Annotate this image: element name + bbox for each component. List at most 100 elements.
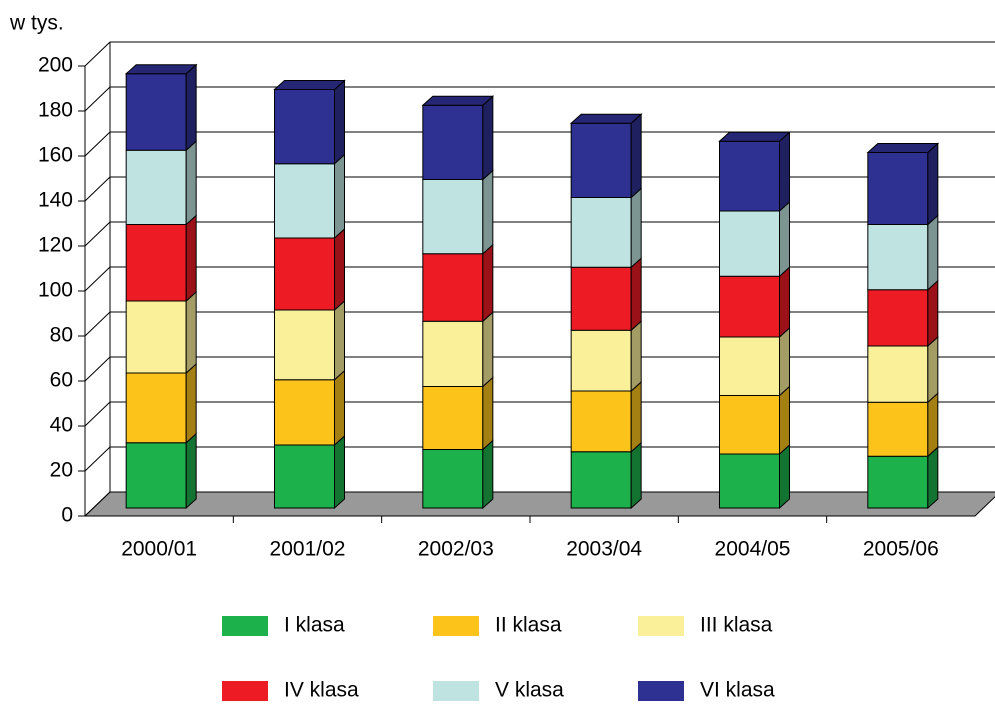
bar-side: [927, 392, 939, 458]
bar-side: [630, 441, 642, 510]
bar: [867, 401, 929, 457]
legend-label: IV klasa: [284, 679, 359, 702]
bar: [125, 149, 187, 225]
bar-side: [630, 257, 642, 332]
bar-side: [630, 187, 642, 269]
bar-side: [185, 362, 197, 444]
grid-line: [84, 401, 111, 427]
bar: [125, 300, 187, 374]
y-tick-label: 200: [38, 54, 73, 77]
legend-label: II klasa: [495, 614, 562, 637]
bar: [719, 336, 780, 396]
bar-side: [482, 243, 494, 323]
y-tick-label: 100: [38, 279, 73, 302]
bar-side: [185, 140, 197, 226]
x-tick-label: 2001/02: [270, 538, 346, 561]
y-tick-label: 60: [50, 369, 73, 392]
x-tick-label: 2003/04: [566, 538, 642, 561]
bar-top: [421, 95, 495, 106]
bar: [570, 266, 632, 331]
bar-side: [185, 63, 197, 152]
bar: [422, 320, 484, 387]
grid-line: [84, 131, 111, 157]
bar: [125, 372, 187, 444]
bar-side: [927, 142, 939, 226]
y-axis-label: w tys.: [9, 12, 64, 35]
bar-side: [779, 326, 790, 397]
grid-line: [84, 86, 111, 112]
grid-line: [84, 41, 111, 67]
bar: [570, 329, 632, 392]
bar-side: [927, 446, 939, 510]
bar: [867, 455, 929, 509]
grid-line: [84, 491, 111, 517]
x-tick-label: 2000/01: [121, 538, 197, 561]
bar-side: [779, 385, 790, 456]
bar: [570, 122, 632, 198]
bar-top: [718, 131, 791, 142]
legend-swatch: [638, 681, 684, 701]
y-tick-label: 40: [50, 414, 73, 437]
bar-side: [334, 153, 345, 240]
bar: [422, 386, 484, 450]
bar-top: [273, 80, 346, 90]
legend-label: I klasa: [284, 614, 345, 637]
y-tick-label: 80: [50, 324, 73, 347]
bar-side: [927, 335, 939, 404]
bar: [719, 453, 780, 509]
bar-side: [779, 266, 790, 339]
grid-line: [84, 266, 111, 292]
bar: [867, 224, 929, 291]
legend-label: V klasa: [495, 679, 564, 702]
bar: [422, 179, 484, 255]
bar: [422, 104, 484, 180]
bar: [570, 197, 632, 268]
bar-side: [334, 369, 345, 447]
bar-side: [334, 434, 345, 510]
grid-line: [84, 176, 111, 202]
legend-swatch: [433, 681, 479, 701]
bar: [867, 289, 929, 347]
y-tick-label: 20: [50, 459, 73, 482]
bar: [570, 451, 632, 509]
bar: [719, 210, 780, 277]
y-tick-label: 140: [38, 189, 73, 212]
legend-swatch: [222, 681, 268, 701]
y-tick-label: 160: [38, 144, 73, 167]
bar: [867, 152, 929, 225]
grid-line: [84, 446, 111, 472]
legend-swatch: [638, 616, 684, 636]
floor: [83, 491, 995, 517]
bar-side: [482, 169, 494, 255]
legend-swatch: [433, 616, 479, 636]
bar-side: [630, 320, 642, 393]
bar: [422, 253, 484, 322]
bar-top: [124, 64, 198, 75]
bar: [125, 224, 187, 302]
x-tick-label: 2002/03: [418, 538, 494, 561]
bar-side: [482, 376, 494, 451]
bar-side: [482, 311, 494, 388]
bar: [719, 140, 780, 212]
bar: [422, 449, 484, 509]
bar-side: [779, 131, 790, 213]
bar: [867, 345, 929, 403]
x-tick-label: 2005/06: [863, 538, 939, 561]
legend-swatch: [222, 616, 268, 636]
bar: [719, 275, 780, 338]
bar: [570, 390, 632, 453]
bar-side: [630, 380, 642, 453]
bar-side: [185, 432, 197, 510]
grid-line: [84, 311, 111, 337]
bar-top: [866, 143, 940, 153]
bar-side: [779, 200, 790, 278]
y-tick-label: 0: [61, 504, 73, 527]
bar-side: [927, 214, 939, 291]
bar-side: [482, 439, 494, 510]
y-tick-label: 180: [38, 99, 73, 122]
bar: [274, 444, 335, 509]
bar: [125, 73, 187, 151]
bar-side: [779, 443, 790, 510]
bar-side: [482, 95, 494, 181]
